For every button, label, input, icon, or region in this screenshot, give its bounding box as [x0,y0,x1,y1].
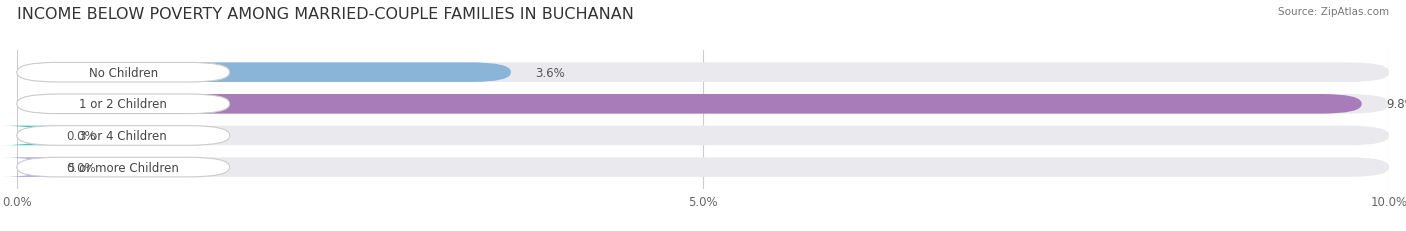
FancyBboxPatch shape [17,95,229,114]
FancyBboxPatch shape [17,126,229,146]
FancyBboxPatch shape [17,63,1389,83]
FancyBboxPatch shape [1,158,58,177]
Text: No Children: No Children [89,66,157,79]
FancyBboxPatch shape [17,158,1389,177]
Text: 9.8%: 9.8% [1386,98,1406,111]
Text: 0.0%: 0.0% [66,161,96,174]
FancyBboxPatch shape [17,95,1361,114]
Text: 3 or 4 Children: 3 or 4 Children [79,129,167,142]
Text: 5 or more Children: 5 or more Children [67,161,179,174]
FancyBboxPatch shape [1,126,58,146]
Text: 0.0%: 0.0% [66,129,96,142]
Text: 3.6%: 3.6% [536,66,565,79]
FancyBboxPatch shape [17,63,229,83]
FancyBboxPatch shape [17,63,510,83]
FancyBboxPatch shape [17,158,229,177]
Text: Source: ZipAtlas.com: Source: ZipAtlas.com [1278,7,1389,17]
Text: 1 or 2 Children: 1 or 2 Children [79,98,167,111]
Text: INCOME BELOW POVERTY AMONG MARRIED-COUPLE FAMILIES IN BUCHANAN: INCOME BELOW POVERTY AMONG MARRIED-COUPL… [17,7,634,22]
FancyBboxPatch shape [17,126,1389,146]
FancyBboxPatch shape [17,95,1389,114]
